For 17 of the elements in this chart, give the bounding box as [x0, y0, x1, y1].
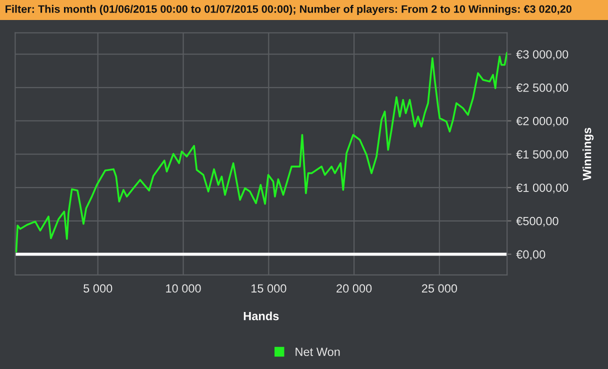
x-tick-label: 5 000 [84, 284, 112, 293]
line-series [15, 52, 508, 253]
legend-label: Net Won [296, 348, 340, 356]
y-tick-label: €500,00 [516, 216, 558, 227]
y-axis-title: Winnings [582, 128, 594, 180]
y-tick-label: €2 000,00 [516, 116, 568, 127]
y-tick-label: €0,00 [516, 250, 546, 260]
y-tick-label: €2 500,00 [516, 84, 568, 94]
x-tick-label: 25 000 [422, 284, 458, 293]
y-tick-label: €1 500,00 [516, 150, 568, 160]
y-tick-label: €3 000,00 [516, 50, 568, 60]
x-tick-label: 20 000 [336, 284, 372, 293]
chart-title: Filter: This month (01/06/2015 00:00 to 01/07/2015 00:00); Number of players: From 2 to 10 Winnings: €3 020,20 [6, 4, 572, 16]
x-axis-title: Hands [244, 312, 279, 320]
y-tick-label: €1 000,00 [516, 184, 568, 194]
x-tick-label: 15 000 [252, 284, 286, 293]
x-tick-label: 10 000 [166, 284, 201, 293]
